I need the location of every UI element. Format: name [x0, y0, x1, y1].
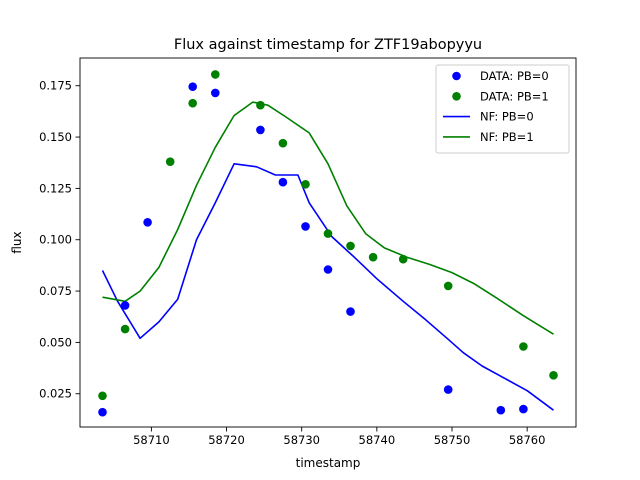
legend-marker-0: [452, 71, 461, 81]
x-axis-label: timestamp: [296, 456, 361, 470]
y-tick-label-2: 0.075: [39, 284, 72, 298]
data-point-s0-7: [301, 222, 310, 231]
y-axis: 0.025 0.050 0.075 0.100 0.125 0.150 0.175: [39, 79, 80, 401]
data-point-s0-9: [346, 307, 355, 316]
data-point-s1-7: [301, 180, 310, 189]
data-point-s0-6: [278, 177, 288, 187]
x-tick-label-0: 58710: [133, 433, 170, 447]
data-point-s1-13: [519, 342, 528, 351]
y-axis-label: flux: [10, 231, 24, 253]
x-axis: 58710 58720 58730 58740 58750 58760: [133, 427, 545, 447]
axes-frame: [79, 57, 577, 428]
legend-label-3: NF: PB=1: [480, 130, 534, 144]
chart-title: Flux against timestamp for ZTF19abopyyu: [174, 37, 482, 53]
legend-label-0: DATA: PB=0: [480, 69, 549, 83]
points-layer: [98, 70, 558, 417]
data-point-s1-1: [120, 324, 130, 334]
data-point-s0-2: [143, 218, 152, 227]
y-tick-label-1: 0.050: [39, 335, 72, 349]
y-tick-label-0: 0.025: [39, 387, 72, 401]
data-point-s1-0: [98, 391, 107, 401]
y-tick-label-6: 0.175: [39, 79, 72, 93]
legend-label-2: NF: PB=0: [480, 110, 534, 124]
data-point-s0-4: [211, 88, 220, 98]
data-point-s1-14: [549, 371, 558, 380]
x-tick-label-5: 58760: [509, 433, 546, 447]
lines-layer: [101, 101, 554, 411]
data-point-s0-8: [323, 265, 333, 274]
data-point-s1-9: [346, 241, 355, 251]
data-point-s0-12: [519, 404, 528, 414]
x-tick-label-4: 58750: [434, 433, 471, 447]
data-point-s1-3: [188, 98, 197, 108]
x-tick-label-2: 58730: [283, 433, 320, 447]
data-point-s1-4: [211, 70, 220, 79]
data-point-s0-0: [98, 407, 107, 417]
legend-label-1: DATA: PB=1: [480, 89, 549, 103]
legend: DATA: PB=0 DATA: PB=1 NF: PB=0 NF: PB=1: [435, 64, 570, 154]
data-point-s1-10: [368, 252, 378, 262]
data-point-s1-6: [278, 138, 288, 148]
y-tick-label-5: 0.150: [39, 130, 72, 144]
series-line-3: [102, 101, 554, 335]
data-point-s1-2: [165, 157, 175, 166]
x-tick-label-3: 58740: [359, 433, 396, 447]
series-line-2: [101, 163, 554, 411]
legend-box: [435, 64, 570, 154]
data-point-s0-3: [188, 82, 197, 91]
data-point-s1-12: [443, 281, 453, 291]
data-point-s1-11: [398, 254, 408, 264]
data-point-s0-5: [256, 125, 265, 135]
data-point-s0-10: [443, 385, 453, 394]
data-point-s0-11: [496, 405, 506, 415]
data-point-s0-1: [120, 301, 130, 310]
legend-marker-1: [452, 92, 461, 101]
x-tick-label-1: 58720: [208, 433, 245, 447]
data-point-s1-8: [323, 229, 333, 238]
y-tick-label-4: 0.125: [39, 181, 72, 195]
y-tick-label-3: 0.100: [39, 233, 72, 247]
data-point-s1-5: [256, 100, 265, 110]
